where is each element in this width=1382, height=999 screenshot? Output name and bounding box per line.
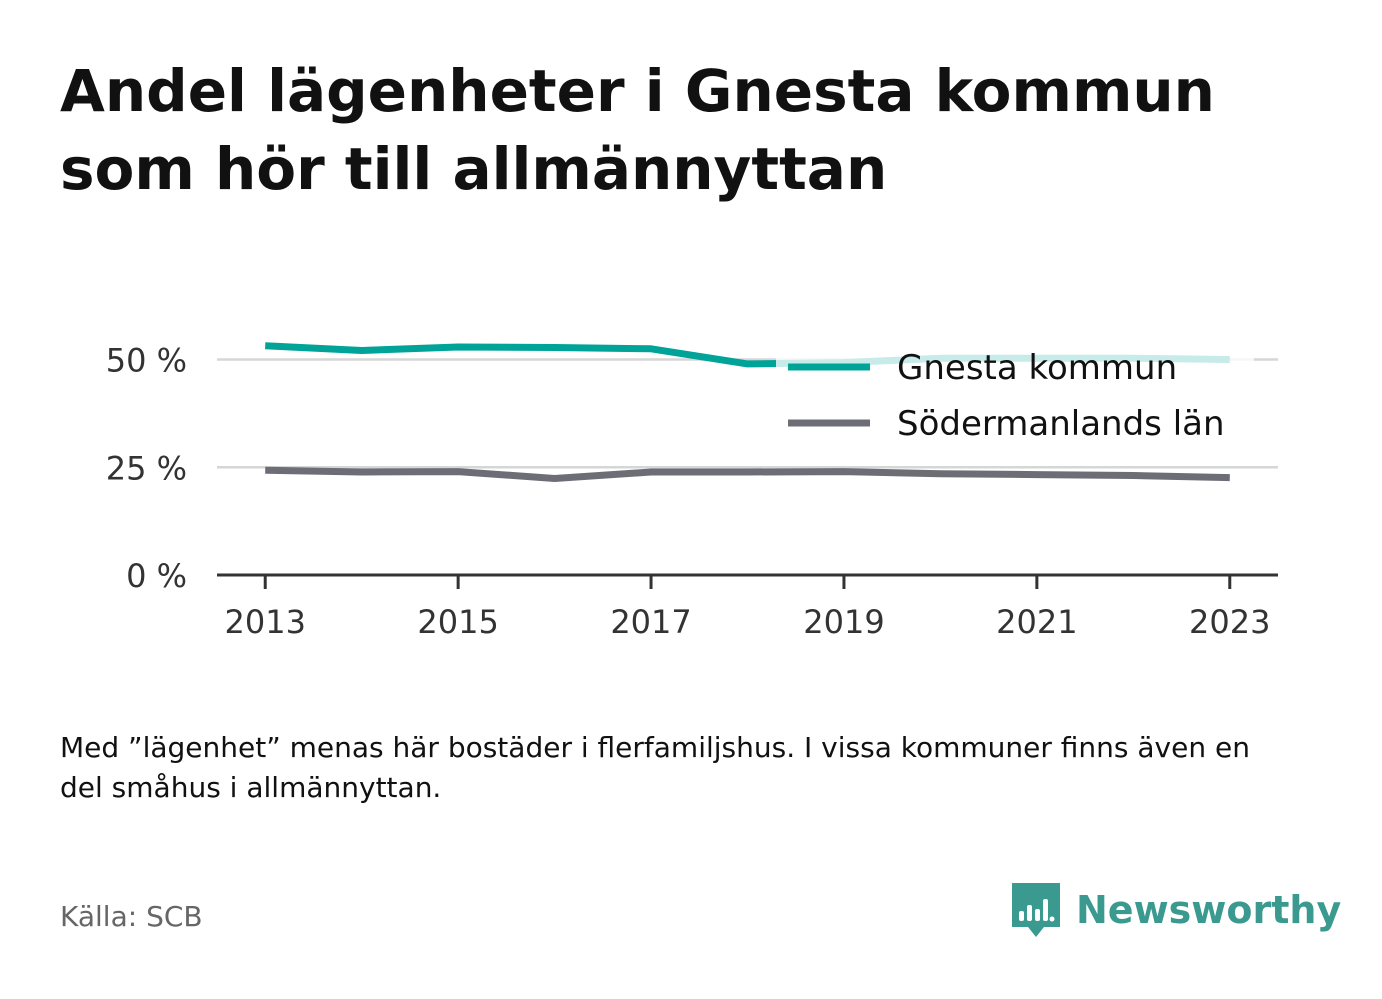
x-tick-label: 2023 (1189, 603, 1270, 641)
series-line (265, 466, 1230, 482)
x-axis: 2013 2015 2017 2019 2021 2023 (217, 573, 1278, 641)
legend-label: Gnesta kommun (897, 348, 1177, 388)
legend: Gnesta kommun Södermanlands län (776, 344, 1254, 460)
newsworthy-logo-icon (1012, 883, 1060, 937)
source-label: Källa: SCB (60, 900, 203, 933)
legend-background (776, 344, 1254, 460)
x-tick-label: 2017 (610, 603, 691, 641)
y-tick-label: 50 % (106, 342, 187, 380)
chart-title: Andel lägenheter i Gnesta kommun som hör… (60, 57, 1215, 203)
brand-logo: Newsworthy (1010, 880, 1341, 940)
y-tick-label: 25 % (106, 449, 187, 487)
legend-label: Södermanlands län (897, 404, 1225, 444)
y-tick-label: 0 % (126, 557, 187, 595)
brand-name: Newsworthy (1076, 888, 1342, 932)
line-chart: 0 % 25 % 50 % 2013 2015 2017 2019 2021 2023 Gne… (106, 342, 1278, 641)
x-tick-label: 2019 (803, 603, 884, 641)
x-tick-label: 2021 (996, 603, 1077, 641)
x-tick-label: 2013 (225, 603, 306, 641)
chart-note: Med ”lägenhet” menas här bostäder i fler… (60, 731, 1250, 804)
x-tick-label: 2015 (417, 603, 498, 641)
y-tick-labels: 0 % 25 % 50 % (106, 342, 187, 595)
